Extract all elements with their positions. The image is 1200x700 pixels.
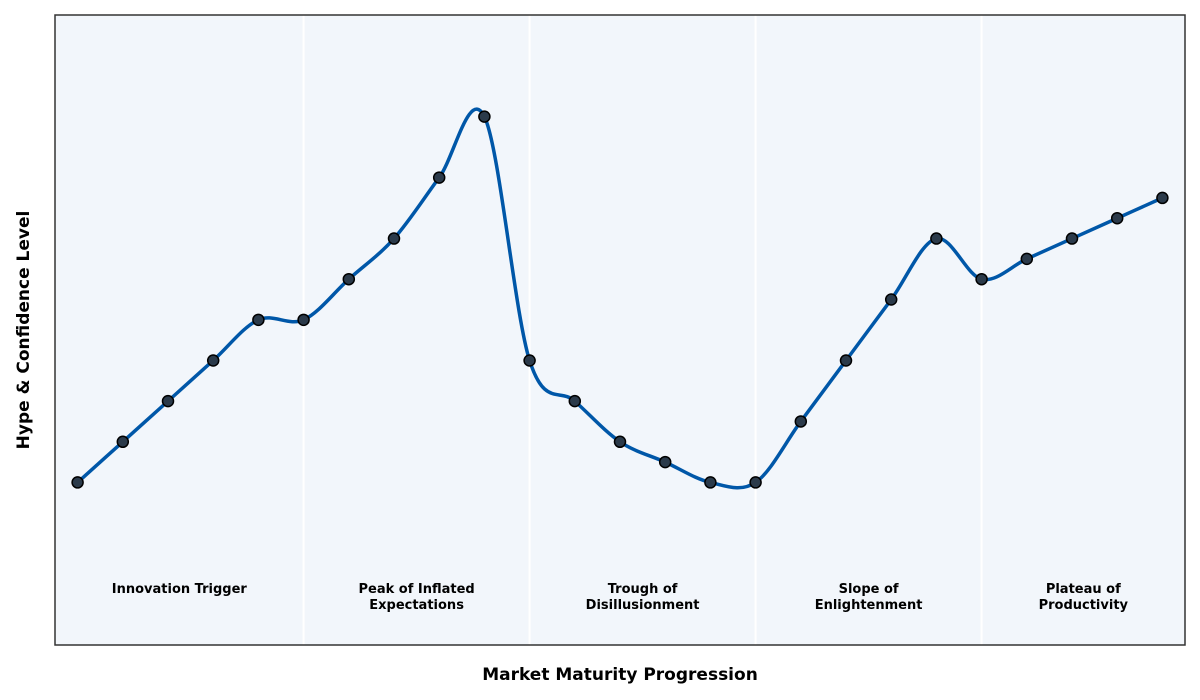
plot-layer — [71, 15, 1169, 645]
data-point — [71, 476, 84, 489]
data-point — [613, 435, 627, 449]
data-point — [161, 394, 175, 408]
y-axis-title: Hype & Confidence Level — [14, 211, 34, 450]
plot-frame — [54, 14, 1186, 646]
data-point — [704, 476, 717, 489]
data-point — [884, 293, 898, 306]
data-point — [116, 435, 130, 449]
phase-label: Innovation Trigger — [111, 582, 247, 597]
data-point — [1110, 211, 1124, 225]
data-point — [1020, 252, 1034, 266]
data-point — [342, 272, 356, 286]
data-point — [206, 354, 220, 367]
phase-label: Peak of Inflated Expectations — [358, 582, 475, 613]
data-point — [975, 272, 988, 286]
data-point — [523, 354, 536, 367]
phase-label: Trough of Disillusionment — [585, 582, 700, 613]
data-point — [930, 232, 943, 245]
data-point — [839, 354, 853, 367]
data-point — [432, 171, 446, 184]
data-point — [387, 232, 401, 245]
x-axis-title: Market Maturity Progression — [482, 665, 758, 685]
data-point — [749, 476, 762, 489]
data-point — [794, 415, 808, 428]
data-point — [252, 313, 265, 327]
data-point — [297, 313, 310, 327]
data-point — [568, 394, 582, 408]
plot-area — [55, 15, 1185, 645]
hype-curve — [76, 107, 1164, 490]
data-point — [1065, 232, 1079, 245]
data-point — [658, 455, 672, 469]
phase-label: Slope of Enlightenment — [814, 582, 923, 613]
data-point — [1156, 191, 1169, 205]
phase-label: Plateau of Productivity — [1038, 582, 1129, 613]
data-point — [478, 110, 491, 123]
